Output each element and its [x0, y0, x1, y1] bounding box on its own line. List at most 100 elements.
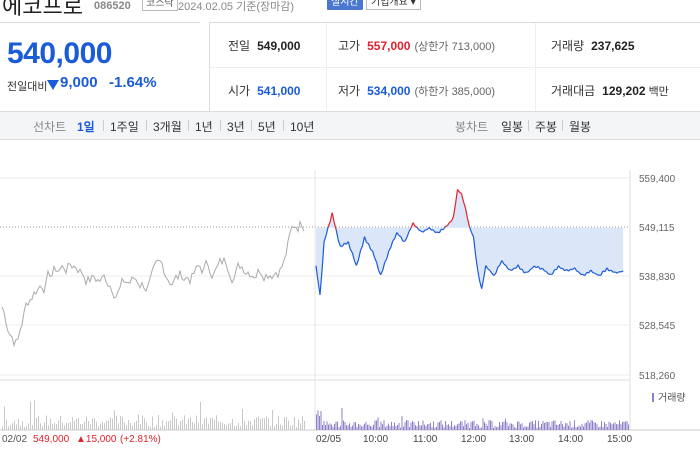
volume-bar [434, 427, 436, 430]
series-segment [437, 231, 440, 234]
volume-bar [566, 423, 568, 430]
volume-bar [226, 425, 227, 430]
volume-bar [10, 425, 11, 430]
volume-bar [18, 419, 19, 430]
volume-bar [349, 423, 350, 430]
volume-bar [232, 418, 233, 430]
period-1w[interactable]: 1주일 [110, 120, 139, 134]
volume-bar [514, 427, 515, 430]
volume-bar [437, 422, 439, 430]
candle-monthly[interactable]: 월봉 [569, 120, 592, 134]
series-segment [420, 230, 424, 233]
period-1d[interactable]: 1일 [77, 120, 95, 134]
volume-bar [48, 425, 49, 430]
series-segment [507, 268, 511, 271]
volume-bar [512, 424, 514, 430]
series-segment [337, 239, 341, 247]
volume-bar [160, 426, 161, 430]
candle-weekly[interactable]: 주봉 [535, 120, 558, 134]
volume-bar [427, 424, 428, 430]
volume-bar [524, 426, 526, 430]
volume-bar [162, 420, 163, 430]
period-1y[interactable]: 1년 [195, 120, 213, 134]
series-segment [357, 250, 362, 261]
period-3y[interactable]: 3년 [227, 120, 245, 134]
volume-bar [625, 421, 626, 430]
volume-bar [38, 416, 39, 430]
company-overview-button[interactable]: 기업개요 ▾ [366, 0, 421, 10]
series-segment [497, 264, 501, 268]
volume-bar [412, 420, 413, 430]
volume-bar [192, 422, 193, 430]
series-segment [359, 245, 364, 251]
volume-bar [264, 418, 265, 430]
volume-bar [607, 426, 608, 430]
volume-bar [493, 427, 494, 430]
volume-bar [194, 423, 195, 430]
series-segment [511, 267, 515, 271]
series-segment [372, 250, 376, 258]
volume-bar [584, 423, 586, 430]
series-segment [594, 272, 598, 276]
volume-bar [622, 421, 623, 430]
volume-bar [475, 426, 476, 430]
series-segment [558, 265, 561, 269]
series-segment [533, 265, 537, 269]
volume-bar [344, 422, 346, 430]
x-tick-label: 13:00 [509, 434, 534, 445]
volume-bar [572, 426, 574, 430]
series-segment [473, 237, 477, 256]
x-tick-label: 15:00 [607, 434, 632, 445]
volume-bar [319, 416, 320, 430]
volume-bar [449, 426, 451, 430]
volume-bar [204, 418, 205, 430]
volume-bar [587, 420, 589, 430]
series-segment [412, 222, 416, 227]
volume-bar [358, 424, 359, 430]
series-segment [454, 189, 459, 205]
series-segment [493, 272, 497, 276]
volume-bar [515, 427, 517, 430]
volume-bar [352, 425, 353, 430]
volume-bar [371, 426, 373, 430]
volume-bar [583, 426, 584, 430]
volume-bar [320, 411, 322, 430]
volume-bar [78, 418, 79, 430]
x-tick-label: 14:00 [558, 434, 583, 445]
volume-bar [198, 423, 199, 430]
volume-bar [206, 417, 207, 430]
volume-bar [416, 426, 418, 430]
volume-bar [292, 425, 293, 430]
prev-day-series [1, 219, 305, 348]
volume-bar [154, 426, 155, 430]
volume-bar [30, 401, 31, 430]
volume-legend: 거래량 [652, 392, 686, 404]
series-segment [400, 236, 404, 242]
volume-bar [248, 420, 249, 430]
volume-bar [266, 416, 267, 430]
series-segment [422, 229, 426, 233]
period-10y[interactable]: 10년 [290, 120, 315, 134]
realtime-button[interactable]: 실시간 [327, 0, 363, 10]
volume-bar [469, 428, 470, 430]
volume-bar [533, 424, 535, 430]
volume-bar [479, 427, 481, 430]
volume-bar [288, 420, 289, 430]
period-3m[interactable]: 3개월 [153, 120, 182, 134]
series-segment [477, 270, 481, 282]
price-summary: 540,000 전일대비 9,000 -1.64% [0, 22, 200, 111]
series-segment [408, 227, 412, 232]
chart-grid [0, 170, 700, 431]
series-segment [517, 264, 521, 270]
volume-bar [406, 420, 407, 430]
volume-bar [364, 423, 365, 430]
volume-bar [28, 423, 29, 430]
period-5y[interactable]: 5년 [258, 120, 276, 134]
volume-bar [542, 421, 544, 430]
volume-bar [66, 423, 67, 430]
volume-bar [595, 422, 596, 430]
candle-daily[interactable]: 일봉 [501, 120, 524, 134]
volume-bar [347, 425, 349, 430]
series-segment [616, 271, 620, 274]
volume-bar [440, 420, 442, 430]
